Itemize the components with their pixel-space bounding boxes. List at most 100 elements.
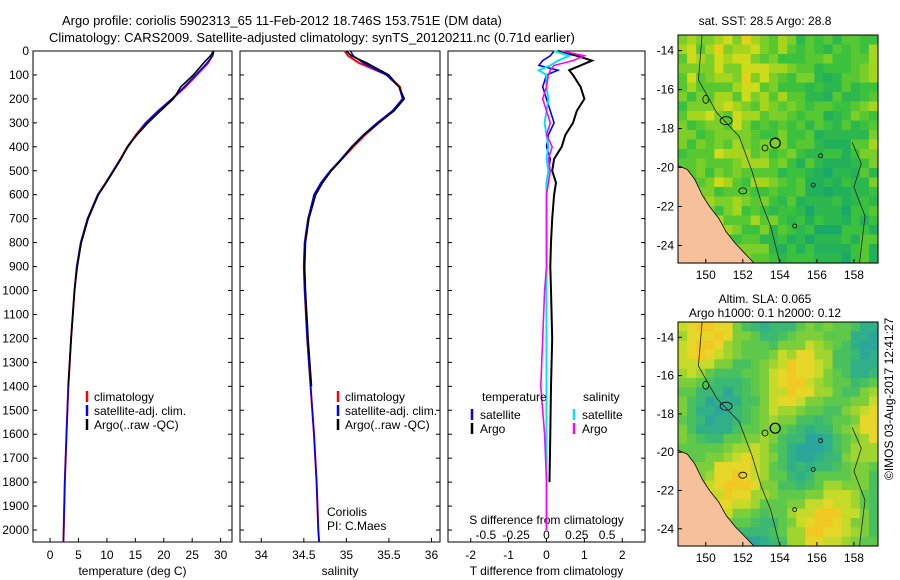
diff-series-line bbox=[536, 50, 573, 530]
map-cell bbox=[741, 158, 752, 169]
map-cell bbox=[823, 331, 834, 342]
map-cell bbox=[714, 54, 725, 65]
map-cell bbox=[850, 196, 861, 207]
map-cell bbox=[778, 54, 788, 65]
map-cell bbox=[805, 63, 815, 74]
map-cell bbox=[678, 396, 688, 407]
map-cell bbox=[705, 396, 715, 407]
map-cell bbox=[823, 111, 834, 122]
map-cell bbox=[805, 177, 815, 188]
map-cell bbox=[687, 82, 697, 93]
map-xtick-label: 154 bbox=[770, 268, 790, 282]
map-cell bbox=[796, 234, 806, 245]
map-cell bbox=[823, 368, 834, 379]
map-cell bbox=[805, 471, 815, 482]
map-cell bbox=[687, 322, 697, 332]
map-cell bbox=[850, 44, 861, 55]
map-cell bbox=[768, 508, 779, 519]
map-cell bbox=[868, 120, 879, 131]
map-cell bbox=[787, 527, 797, 538]
map-cell bbox=[750, 480, 761, 491]
map-cell bbox=[823, 322, 834, 332]
bathymetry-contour bbox=[697, 34, 781, 264]
map-cell bbox=[778, 322, 788, 332]
map-cell bbox=[750, 253, 761, 264]
map-cell bbox=[850, 350, 861, 360]
map-cell bbox=[732, 158, 743, 169]
map-cell bbox=[859, 331, 870, 342]
map-cell bbox=[723, 359, 734, 370]
map-cell bbox=[759, 253, 770, 264]
map-cell bbox=[678, 120, 688, 131]
map-cell bbox=[805, 508, 815, 519]
map-cell bbox=[859, 462, 870, 472]
map-cell bbox=[678, 424, 688, 435]
map-cell bbox=[750, 54, 761, 65]
map-cell bbox=[859, 340, 870, 351]
map-cell bbox=[778, 215, 788, 226]
map-cell bbox=[714, 111, 725, 122]
map-cell bbox=[868, 387, 879, 398]
map-cell bbox=[723, 158, 734, 169]
map-cell bbox=[814, 82, 825, 93]
map-cell bbox=[778, 63, 788, 74]
map-cell bbox=[841, 215, 852, 226]
map-cell bbox=[805, 396, 815, 407]
map-cell bbox=[705, 92, 715, 103]
map-ytick-label: -16 bbox=[657, 369, 675, 383]
map-cell bbox=[750, 434, 761, 444]
map-cell bbox=[687, 158, 697, 169]
map-cell bbox=[778, 234, 788, 245]
map-cell bbox=[768, 490, 779, 500]
map-cell bbox=[796, 244, 806, 255]
map-cell bbox=[868, 536, 879, 547]
map-cell bbox=[696, 73, 706, 84]
map-cell bbox=[814, 508, 825, 519]
map-cell bbox=[814, 44, 825, 55]
map-cell bbox=[805, 490, 815, 500]
map-frame bbox=[677, 34, 879, 264]
diff-series-line bbox=[539, 50, 588, 530]
sla-map-title: Altim. SLA: 0.065 bbox=[719, 292, 812, 306]
map-cell bbox=[859, 443, 870, 454]
map-cell bbox=[732, 452, 743, 463]
map-cell bbox=[850, 406, 861, 416]
map-cell bbox=[759, 462, 770, 472]
map-cell bbox=[859, 387, 870, 398]
map-cell bbox=[778, 82, 788, 93]
map-cell bbox=[778, 168, 788, 179]
map-cell bbox=[850, 396, 861, 407]
map-cell bbox=[841, 73, 852, 84]
map-xtick-label: 156 bbox=[807, 551, 827, 565]
map-cell bbox=[796, 499, 806, 510]
map-cell bbox=[741, 518, 752, 528]
ytick-label: 100 bbox=[9, 68, 29, 82]
map-ytick-label: -22 bbox=[657, 199, 675, 213]
map-cell bbox=[741, 73, 752, 84]
map-cell bbox=[814, 350, 825, 360]
map-cell bbox=[732, 471, 743, 482]
map-cell bbox=[868, 368, 879, 379]
map-cell bbox=[732, 359, 743, 370]
map-cell bbox=[714, 387, 725, 398]
map-cell bbox=[768, 253, 779, 264]
map-cell bbox=[832, 82, 843, 93]
map-cell bbox=[732, 234, 743, 245]
map-cell bbox=[859, 359, 870, 370]
ytick-label: 1300 bbox=[2, 355, 29, 369]
map-cell bbox=[705, 480, 715, 491]
map-cell bbox=[732, 177, 743, 188]
map-cell bbox=[741, 225, 752, 236]
map-cell bbox=[678, 73, 688, 84]
map-cell bbox=[850, 63, 861, 74]
map-cell bbox=[841, 462, 852, 472]
map-cell bbox=[732, 350, 743, 360]
map-cell bbox=[696, 340, 706, 351]
map-cell bbox=[759, 35, 770, 46]
series-line-argo bbox=[67, 50, 215, 387]
map-cell bbox=[832, 396, 843, 407]
map-cell bbox=[850, 527, 861, 538]
map-cell bbox=[796, 44, 806, 55]
map-cell bbox=[768, 244, 779, 255]
map-cell bbox=[841, 406, 852, 416]
